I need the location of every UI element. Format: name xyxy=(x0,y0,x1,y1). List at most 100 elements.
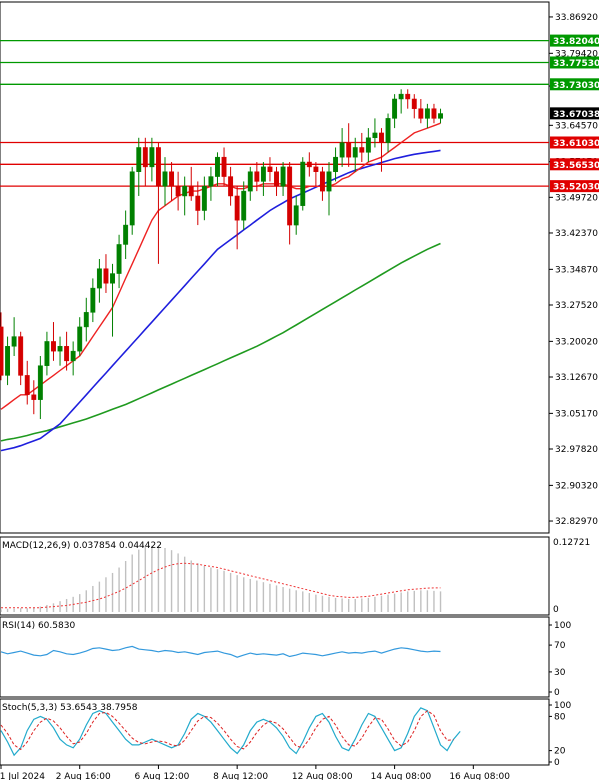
time-label: 14 Aug 08:00 xyxy=(371,772,432,780)
time-label: 6 Aug 12:00 xyxy=(134,772,189,780)
stoch-axis-label: 0 xyxy=(554,758,560,768)
candle-body xyxy=(110,273,115,284)
candle-body xyxy=(123,224,129,245)
candle xyxy=(418,98,424,124)
macd-panel xyxy=(0,536,550,616)
candle xyxy=(411,94,417,119)
candle xyxy=(37,356,43,420)
resistance-level-tag-label: 33.73030 xyxy=(553,81,600,91)
price-tick-label: 33.12670 xyxy=(555,373,598,383)
time-axis: 31 Jul 2024 2 Aug 16:00 6 Aug 12:00 8 Aug 1… xyxy=(0,765,510,780)
rsi-label: RSI(14) 60.5830 xyxy=(2,621,75,631)
price-tick-label: 32.90320 xyxy=(555,481,598,491)
candle xyxy=(169,162,175,201)
candle-body xyxy=(385,118,391,143)
candle-body xyxy=(155,147,161,187)
candle xyxy=(392,94,398,129)
candle-body xyxy=(424,108,430,119)
resistance-level-tag xyxy=(550,78,599,91)
candle xyxy=(260,162,266,196)
candle xyxy=(129,166,135,235)
price-tick-label: 33.42370 xyxy=(555,229,598,239)
candle xyxy=(110,263,115,337)
candle-body xyxy=(175,186,181,197)
candle-body xyxy=(182,186,188,197)
candle xyxy=(11,317,17,356)
price-tick-label: 32.82970 xyxy=(555,517,598,527)
candle xyxy=(326,162,332,216)
price-tick-label: 33.49720 xyxy=(555,193,598,203)
candle-body xyxy=(77,326,83,352)
candle xyxy=(24,360,30,405)
macd-axis-max: 0.12721 xyxy=(553,538,590,548)
candle-body xyxy=(129,171,135,226)
candle-body xyxy=(44,341,50,366)
candle-body xyxy=(379,132,384,143)
candle-body xyxy=(411,98,417,109)
support-level-tag xyxy=(550,136,599,149)
stoch-axis-label: 80 xyxy=(554,712,566,722)
candle-body xyxy=(418,108,424,119)
candle xyxy=(70,341,76,376)
candle-body xyxy=(405,93,411,100)
candle xyxy=(90,278,96,323)
candle xyxy=(300,157,306,211)
macd-indicator xyxy=(0,545,442,612)
time-label: 2 Aug 16:00 xyxy=(56,772,111,780)
candle xyxy=(405,89,411,109)
candle xyxy=(293,195,299,235)
candle-body xyxy=(221,156,227,177)
candle xyxy=(162,157,168,206)
candle xyxy=(182,176,188,216)
candle xyxy=(175,171,181,211)
candle-body xyxy=(162,171,168,187)
candle xyxy=(215,152,220,187)
candle xyxy=(142,137,148,187)
price-tick-label: 33.20020 xyxy=(555,337,598,347)
candle xyxy=(339,128,345,167)
candle xyxy=(149,137,155,182)
candle-body xyxy=(234,195,240,221)
rsi-indicator: 100 70 30 0 xyxy=(0,621,571,698)
ma-mid-line xyxy=(0,149,441,452)
support-level-tag-label: 33.52030 xyxy=(553,183,600,193)
resistance-level-tag-label: 33.82040 xyxy=(553,37,600,47)
price-tick-label: 33.79420 xyxy=(555,49,598,59)
candle xyxy=(359,132,365,163)
candle xyxy=(438,108,443,124)
candle xyxy=(64,331,70,371)
candle-body xyxy=(267,166,273,172)
candle-body xyxy=(352,147,358,158)
resistance-level-tag-label: 33.77530 xyxy=(553,59,600,69)
candle-body xyxy=(346,142,352,158)
candle xyxy=(44,331,50,376)
stoch-d-line xyxy=(0,710,454,751)
candle xyxy=(208,166,214,201)
candle-body xyxy=(70,350,76,362)
resistance-level-tag xyxy=(550,34,599,47)
candle-body xyxy=(51,341,56,352)
candle xyxy=(201,176,207,221)
support-level-tag xyxy=(550,158,599,171)
candle-body xyxy=(372,132,378,139)
candle xyxy=(5,336,11,386)
candle-body xyxy=(274,171,279,187)
candle-body xyxy=(37,365,43,400)
candle-body xyxy=(169,171,175,187)
candle xyxy=(280,162,286,196)
candle-body xyxy=(241,190,247,221)
price-tick-label: 33.05170 xyxy=(555,409,598,419)
candle xyxy=(31,380,37,415)
support-level-tag-label: 33.61030 xyxy=(553,139,600,149)
stoch-k-line xyxy=(0,707,461,757)
main-price-panel xyxy=(0,1,550,534)
candle-body xyxy=(149,147,155,168)
candle xyxy=(346,123,352,167)
candle xyxy=(319,166,325,201)
candle-body xyxy=(142,147,148,168)
candle xyxy=(188,166,194,201)
candle-body xyxy=(392,98,398,119)
candle-body xyxy=(333,156,339,172)
time-label: 8 Aug 12:00 xyxy=(213,772,268,780)
